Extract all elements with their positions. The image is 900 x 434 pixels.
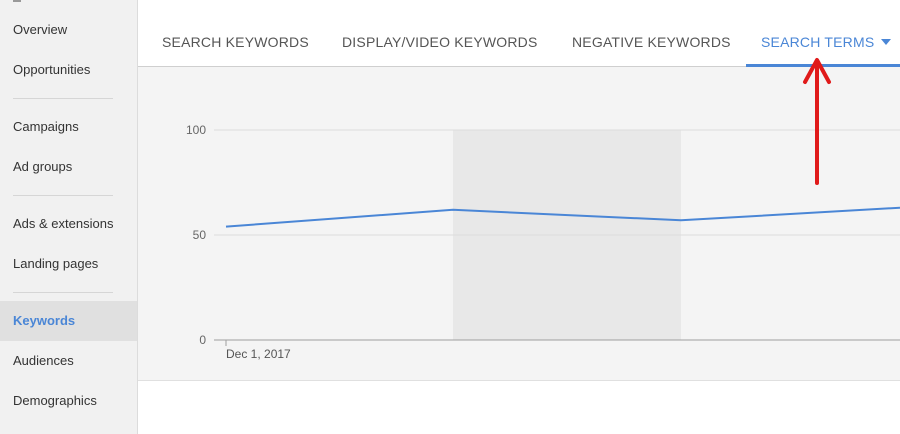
tab-negative-keywords[interactable]: NEGATIVE KEYWORDS [572, 34, 731, 50]
sidebar-item-audiences[interactable]: Audiences [13, 353, 74, 368]
series-line [225, 206, 900, 228]
sidebar-item-opportunities[interactable]: Opportunities [13, 62, 91, 77]
sidebar-nav: Overview Opportunities Campaigns Ad grou… [0, 0, 138, 434]
active-tab-underline [746, 64, 900, 67]
y-tick-label: 50 [193, 228, 207, 242]
sidebar-item-keywords[interactable]: Keywords [0, 301, 137, 341]
top-stub [13, 0, 21, 2]
tab-search-terms[interactable]: SEARCH TERMS [761, 34, 875, 50]
tab-search-keywords[interactable]: SEARCH KEYWORDS [162, 34, 309, 50]
sidebar-item-demographics[interactable]: Demographics [13, 393, 97, 408]
y-tick-label: 0 [199, 333, 206, 347]
sidebar-item-overview[interactable]: Overview [13, 22, 68, 37]
caret-down-icon[interactable] [881, 39, 891, 45]
x-tick-label: Dec 1, 2017 [226, 347, 291, 361]
y-tick-label: 100 [186, 123, 206, 137]
sidebar-item-landing-pages[interactable]: Landing pages [13, 256, 99, 271]
tab-display-video-keywords[interactable]: DISPLAY/VIDEO KEYWORDS [342, 34, 538, 50]
sidebar-item-ad-groups[interactable]: Ad groups [13, 159, 73, 174]
tab-bar: SEARCH KEYWORDS DISPLAY/VIDEO KEYWORDS N… [138, 0, 900, 67]
sidebar-item-ads-extensions[interactable]: Ads & extensions [13, 216, 114, 231]
sidebar-divider [13, 292, 113, 293]
sidebar-divider [13, 195, 113, 196]
content-area [138, 381, 900, 434]
sidebar-item-campaigns[interactable]: Campaigns [13, 119, 79, 134]
sidebar-divider [13, 98, 113, 99]
